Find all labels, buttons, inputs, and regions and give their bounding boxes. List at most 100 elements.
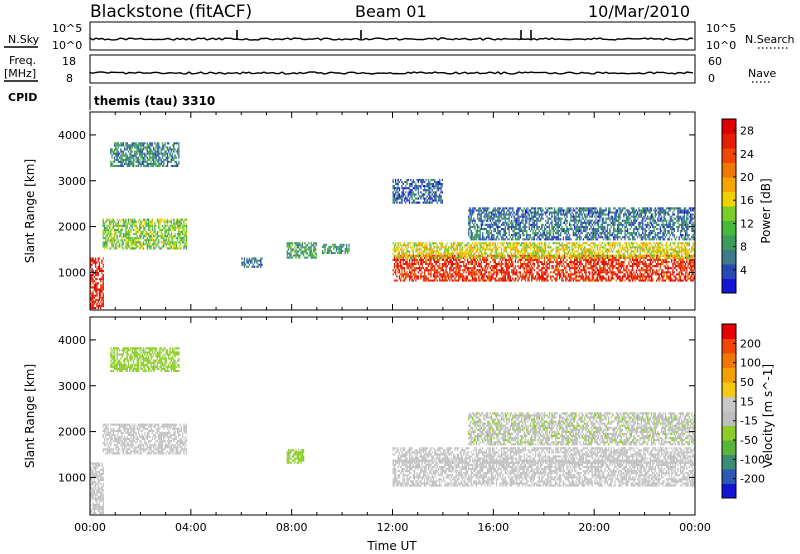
power-echo-cell (653, 256, 655, 259)
power-echo-cell (430, 279, 432, 282)
power-echo-cell (106, 239, 108, 242)
power-echo-cell (124, 239, 126, 242)
power-echo-cell (130, 220, 132, 223)
power-echo-cell (158, 150, 160, 153)
nsky-tick-bottom: 10^0 (52, 39, 82, 52)
power-echo-cell (145, 146, 147, 149)
power-echo-cell (542, 279, 544, 282)
power-echo-cell (504, 246, 506, 249)
power-echo-cell (139, 233, 141, 236)
power-echo-cell (658, 269, 660, 272)
power-echo-cell (596, 261, 598, 264)
power-echo-cell (686, 254, 688, 257)
power-echo-cell (325, 252, 327, 255)
power-echo-cell (603, 254, 605, 257)
power-echo-cell (623, 252, 625, 255)
power-echo-cell (91, 292, 93, 295)
power-echo-cell (126, 164, 128, 167)
power-echo-cell (444, 261, 446, 264)
power-echo-cell (495, 269, 498, 272)
power-echo-cell (562, 275, 564, 278)
power-echo-cell (469, 236, 471, 239)
power-echo-cell (534, 246, 537, 249)
power-echo-cell (135, 154, 137, 157)
power-echo-cell (514, 254, 517, 257)
power-echo-cell (655, 265, 658, 268)
power-echo-cell (632, 267, 634, 270)
power-echo-cell (131, 222, 133, 225)
power-echo-cell (453, 279, 455, 282)
power-echo-cell (502, 244, 504, 247)
power-echo-cell (490, 275, 493, 278)
power-echo-cell (580, 258, 582, 261)
power-echo-cell (115, 247, 117, 250)
power-echo-cell (107, 228, 109, 231)
power-echo-cell (171, 239, 174, 242)
power-echo-cell (482, 242, 484, 245)
power-echo-cell (151, 239, 154, 242)
power-echo-cell (129, 162, 131, 165)
power-echo-cell (459, 267, 461, 270)
power-echo-cell (579, 246, 581, 249)
power-echo-cell (422, 261, 425, 264)
power-echo-cell (671, 267, 673, 270)
power-echo-cell (541, 242, 543, 245)
power-echo-cell (692, 273, 694, 276)
power-echo-cell (548, 246, 551, 249)
power-echo-cell (526, 242, 528, 245)
power-echo-cell (441, 277, 443, 280)
power-echo-cell (178, 247, 180, 250)
power-echo-cell (424, 248, 426, 251)
power-echo-cell (459, 273, 461, 276)
power-echo-cell (503, 250, 505, 253)
power-echo-cell (442, 265, 445, 268)
power-echo-cell (407, 275, 409, 278)
power-echo-cell (405, 273, 407, 276)
power-echo-cell (111, 241, 113, 244)
power-echo-cell (121, 152, 123, 155)
power-echo-cell (572, 267, 574, 270)
power-echo-cell (527, 261, 529, 264)
power-echo-cell (257, 259, 259, 262)
power-echo-cell (536, 254, 538, 257)
power-echo-cell (454, 250, 456, 253)
power-echo-cell (599, 271, 601, 274)
power-echo-cell (479, 209, 481, 212)
power-echo-cell (339, 247, 341, 250)
power-echo-cell (572, 252, 574, 255)
power-echo-cell (589, 279, 591, 282)
power-echo-cell (126, 154, 128, 157)
cpid-label: CPID (8, 91, 37, 104)
power-echo-cell (421, 252, 423, 255)
power-echo-cell (668, 279, 670, 282)
power-echo-cell (678, 252, 680, 255)
power-echo-cell (561, 277, 563, 280)
power-echo-cell (537, 265, 539, 268)
power-echo-cell (411, 271, 413, 274)
power-echo-cell (601, 267, 603, 270)
power-echo-cell (579, 258, 581, 261)
power-echo-cell (632, 254, 634, 257)
power-echo-cell (580, 263, 582, 266)
power-echo-cell (115, 230, 117, 233)
power-echo-cell (490, 250, 493, 253)
power-echo-cell (485, 275, 488, 278)
power-echo-cell (416, 267, 418, 270)
power-echo-cell (402, 267, 404, 270)
power-echo-cell (185, 224, 188, 227)
power-echo-cell (91, 269, 93, 272)
power-echo-cell (408, 275, 411, 278)
power-echo-cell (498, 254, 500, 257)
power-echo-cell (430, 267, 432, 270)
power-echo-cell (611, 277, 614, 280)
power-echo-cell (142, 228, 145, 231)
power-echo-cell (166, 228, 169, 231)
power-echo-cell (446, 258, 448, 261)
power-echo-cell (154, 162, 156, 165)
power-echo-cell (505, 261, 508, 264)
power-echo-cell (397, 269, 399, 272)
power-echo-cell (139, 222, 141, 225)
power-echo-cell (135, 152, 137, 155)
power-echo-cell (620, 277, 622, 280)
power-echo-cell (290, 254, 292, 257)
